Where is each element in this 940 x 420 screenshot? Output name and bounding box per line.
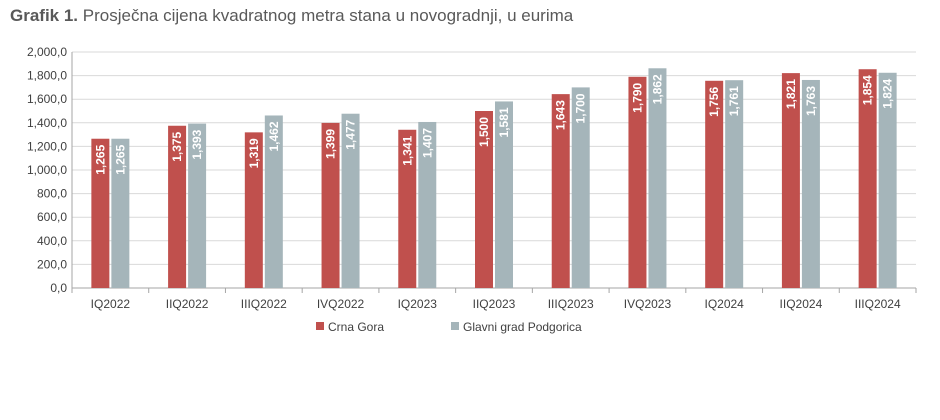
bar-crna-gora [398, 129, 417, 288]
bar-crna-gora [628, 76, 647, 288]
legend-label: Glavni grad Podgorica [463, 320, 582, 334]
x-category-label: IVQ2023 [624, 297, 672, 311]
data-label: 1,265 [93, 144, 107, 174]
bar-crna-gora [475, 111, 493, 288]
bar-podgorica [725, 80, 744, 289]
legend-label: Crna Gora [328, 320, 384, 334]
x-category-label: IVQ2022 [317, 297, 365, 311]
bar-podgorica [648, 68, 667, 288]
legend-swatch [451, 322, 459, 330]
x-category-label: IIQ2024 [780, 297, 823, 311]
bar-podgorica [571, 87, 590, 289]
data-label: 1,581 [497, 107, 511, 137]
bar-crna-gora [551, 94, 570, 288]
y-tick-label: 1,000,0 [27, 163, 67, 177]
y-tick-label: 600,0 [37, 210, 67, 224]
data-label: 1,763 [804, 86, 818, 116]
data-label: 1,407 [420, 128, 434, 158]
y-tick-label: 400,0 [37, 234, 67, 248]
bar-crna-gora [168, 125, 187, 288]
bar-podgorica [418, 121, 437, 288]
data-label: 1,761 [727, 86, 741, 116]
data-label: 1,862 [650, 74, 664, 104]
bar-crna-gora [91, 138, 110, 288]
bar-podgorica [111, 138, 130, 288]
bar-podgorica [264, 115, 283, 288]
bar-podgorica [188, 123, 207, 288]
x-category-label: IIQ2022 [166, 297, 209, 311]
bar-crna-gora [321, 122, 340, 288]
x-category-label: IIIQ2024 [855, 297, 901, 311]
x-category-label: IIIQ2022 [241, 297, 287, 311]
bar-crna-gora [244, 132, 263, 288]
x-category-label: IIQ2023 [473, 297, 516, 311]
y-tick-label: 800,0 [37, 187, 67, 201]
bar-podgorica [341, 113, 360, 289]
y-tick-label: 2,000,0 [27, 45, 67, 59]
data-label: 1,319 [247, 138, 261, 168]
bar-podgorica [495, 101, 513, 288]
chart-title: Grafik 1. Prosječna cijena kvadratnog me… [10, 6, 573, 26]
legend-swatch [316, 322, 324, 330]
data-label: 1,756 [707, 86, 721, 116]
data-label: 1,643 [554, 100, 568, 130]
y-tick-label: 1,600,0 [27, 92, 67, 106]
data-label: 1,341 [400, 135, 414, 165]
y-tick-label: 200,0 [37, 257, 67, 271]
x-category-label: IQ2023 [398, 297, 438, 311]
data-label: 1,265 [113, 144, 127, 174]
y-tick-label: 1,400,0 [27, 116, 67, 130]
data-label: 1,824 [881, 78, 895, 108]
data-label: 1,399 [324, 129, 338, 159]
bar-podgorica [801, 79, 820, 288]
data-label: 1,393 [190, 129, 204, 159]
bar-crna-gora [705, 80, 724, 289]
data-label: 1,462 [267, 121, 281, 151]
data-label: 1,500 [477, 117, 491, 147]
data-label: 1,700 [574, 93, 588, 123]
bar-crna-gora [858, 69, 877, 288]
data-label: 1,375 [170, 131, 184, 161]
chart-title-lead: Grafik 1. [10, 6, 79, 25]
data-label: 1,821 [784, 79, 798, 109]
y-tick-label: 0,0 [50, 281, 67, 295]
bar-crna-gora [781, 73, 800, 288]
bar-podgorica [878, 72, 897, 288]
data-label: 1,790 [630, 82, 644, 112]
chart-title-text: Prosječna cijena kvadratnog metra stana … [82, 6, 574, 25]
data-label: 1,477 [344, 119, 358, 149]
y-tick-label: 1,200,0 [27, 139, 67, 153]
x-category-label: IIIQ2023 [548, 297, 594, 311]
y-tick-label: 1,800,0 [27, 69, 67, 83]
data-label: 1,854 [861, 75, 875, 105]
x-category-label: IQ2022 [91, 297, 131, 311]
x-category-label: IQ2024 [704, 297, 744, 311]
